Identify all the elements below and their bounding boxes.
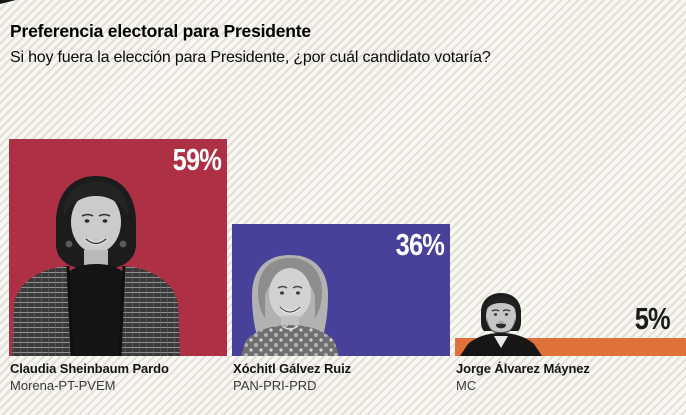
candidate-party: PAN-PRI-PRD <box>233 378 317 393</box>
page-subtitle: Si hoy fuera la elección para Presidente… <box>10 49 491 66</box>
photo-xochitl-galvez <box>233 252 347 356</box>
xochitl-portrait-icon <box>241 255 339 356</box>
label-claudia-sheinbaum: Claudia Sheinbaum Pardo Morena-PT-PVEM <box>10 361 225 393</box>
jorge-portrait-icon <box>460 293 542 356</box>
chart-header: Preferencia electoral para Presidente Si… <box>10 20 630 68</box>
corner-mark <box>0 0 16 4</box>
claudia-portrait-icon <box>12 176 180 356</box>
label-jorge-alvarez: Jorge Álvarez Máynez MC <box>456 361 671 393</box>
candidate-name: Xóchitl Gálvez Ruiz <box>233 361 352 376</box>
candidate-name: Jorge Álvarez Máynez <box>456 361 590 376</box>
value-label-jorge: 5% <box>634 301 671 336</box>
value-label-xochitl: 36% <box>395 227 445 262</box>
photo-jorge-alvarez <box>456 292 546 356</box>
photo-claudia-sheinbaum <box>10 170 182 356</box>
page-title: Preferencia electoral para Presidente <box>10 21 311 41</box>
value-label-claudia: 59% <box>172 142 222 177</box>
candidate-party: Morena-PT-PVEM <box>10 378 116 393</box>
candidate-name: Claudia Sheinbaum Pardo <box>10 361 169 376</box>
candidate-party: MC <box>456 378 477 393</box>
label-xochitl-galvez: Xóchitl Gálvez Ruiz PAN-PRI-PRD <box>233 361 448 393</box>
